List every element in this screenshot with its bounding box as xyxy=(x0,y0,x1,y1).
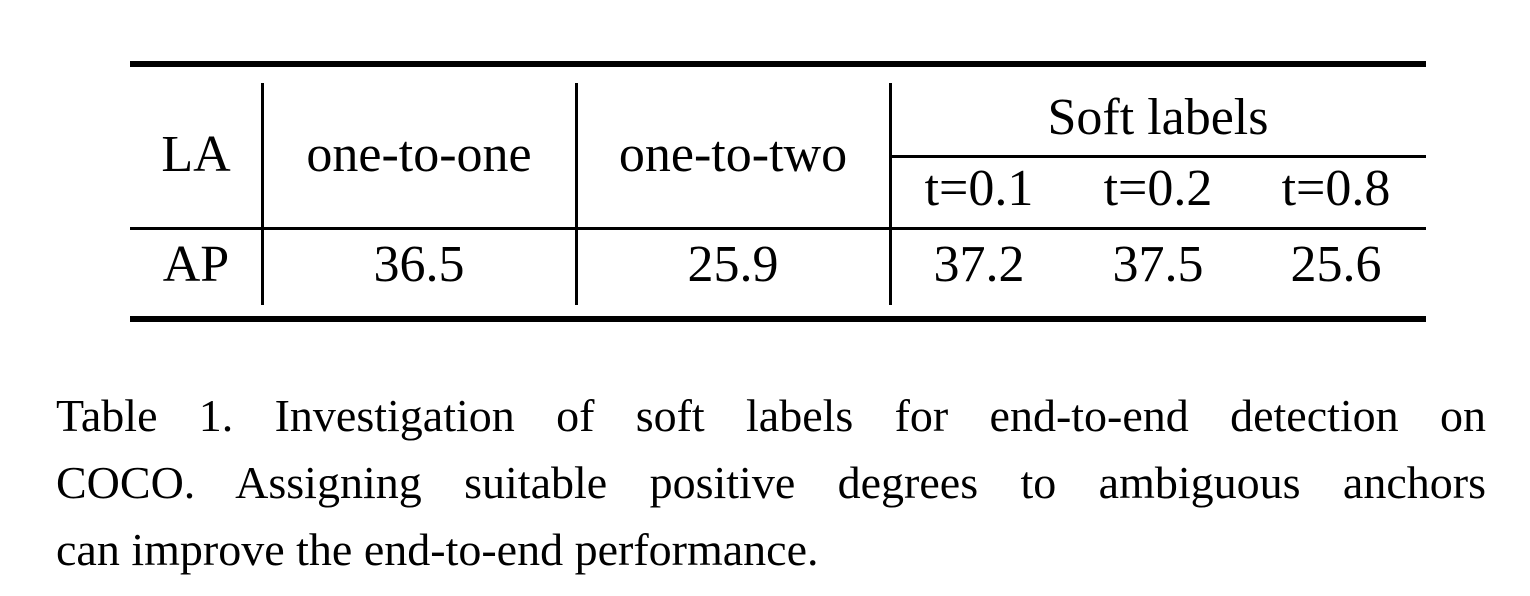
cell-ap-soft-t08: 25.6 xyxy=(1290,236,1382,293)
header-one-to-two: one-to-two xyxy=(618,126,848,183)
row-label-ap: AP xyxy=(162,236,230,293)
table-top-rule xyxy=(130,61,1426,67)
table-caption: Table 1. Investigation of soft labels fo… xyxy=(56,382,1486,583)
cell-ap-soft-t02: 37.5 xyxy=(1112,236,1204,293)
table-column-divider xyxy=(261,83,264,305)
soft-labels-group-rule xyxy=(890,155,1426,158)
header-one-to-one: one-to-one xyxy=(306,126,532,183)
table-bottom-rule xyxy=(130,316,1426,322)
header-soft-t01: t=0.1 xyxy=(924,160,1034,217)
table-header-rule xyxy=(130,227,1426,230)
header-soft-t02: t=0.2 xyxy=(1103,160,1213,217)
header-soft-labels: Soft labels xyxy=(1047,89,1269,146)
cell-ap-soft-t01: 37.2 xyxy=(933,236,1025,293)
table-column-divider xyxy=(575,83,578,305)
caption-line: can improve the end-to-end performance. xyxy=(56,524,819,575)
header-soft-t08: t=0.8 xyxy=(1281,160,1391,217)
caption-line: COCO. Assigning suitable positive degree… xyxy=(56,457,1486,508)
caption-line: Table 1. Investigation of soft labels fo… xyxy=(56,390,1486,441)
table-column-divider xyxy=(889,83,892,305)
cell-ap-one-to-one: 36.5 xyxy=(373,236,465,293)
cell-ap-one-to-two: 25.9 xyxy=(687,236,779,293)
header-row-label: LA xyxy=(161,126,231,183)
